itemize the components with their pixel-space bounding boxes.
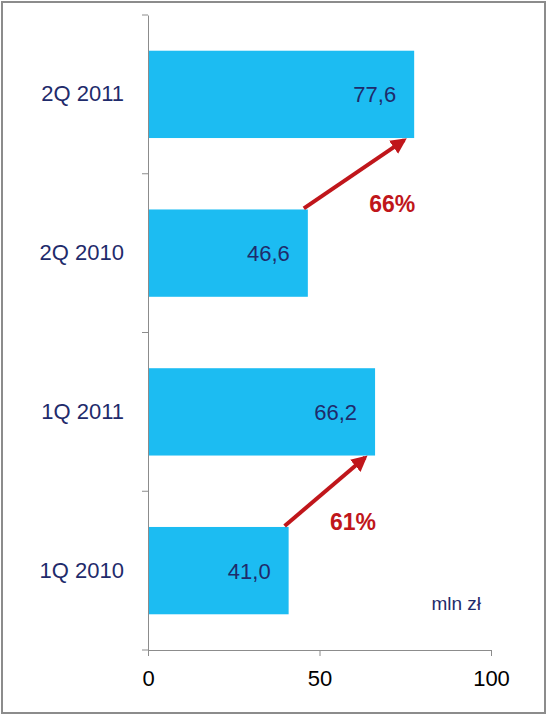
frame: [2, 2, 545, 713]
x-axis: 0 50 100: [142, 650, 509, 691]
y-axis: 2Q 2011 2Q 2010 1Q 2011 1Q 2010: [40, 15, 149, 651]
band-tick: [142, 491, 148, 492]
x-tick-mark: [320, 650, 321, 656]
y-tick: 1Q 2010: [40, 558, 148, 583]
x-tick: 100: [473, 650, 510, 691]
data-label: 66,2: [314, 400, 357, 425]
x-tick-label: 100: [473, 666, 510, 691]
category-label: 1Q 2010: [40, 558, 124, 583]
x-tick: 0: [142, 650, 154, 691]
data-labels: 77,6 46,6 66,2 41,0: [228, 82, 396, 583]
band-tick: [142, 332, 148, 333]
x-tick-label: 50: [308, 666, 332, 691]
x-tick: 50: [308, 650, 332, 691]
x-tick-label: 0: [142, 666, 154, 691]
annotation-label: 61%: [330, 509, 376, 535]
annotation-label: 66%: [369, 191, 415, 217]
band-tick: [142, 173, 148, 174]
bar: [148, 527, 289, 614]
bars: [148, 51, 414, 615]
data-label: 77,6: [353, 82, 396, 107]
data-label: 46,6: [247, 241, 290, 266]
data-label: 41,0: [228, 559, 271, 584]
y-tick: 2Q 2011: [41, 81, 148, 106]
category-label: 2Q 2010: [40, 240, 124, 265]
band-tick: [142, 650, 148, 651]
chart-container: 0 50 100 2Q 2011 2Q 2010 1Q 2011 1Q 2010 77,6 46…: [0, 0, 548, 723]
bar: [148, 51, 414, 138]
y-tick: 1Q 2011: [41, 399, 148, 424]
bar: [148, 209, 308, 296]
x-axis-line: [149, 651, 492, 657]
annotations: 66% 61%: [285, 140, 416, 535]
x-tick-mark: [491, 650, 492, 656]
x-tick-mark: [148, 650, 149, 656]
bar: [148, 368, 375, 455]
chart-svg: 0 50 100 2Q 2011 2Q 2010 1Q 2011 1Q 2010 77,6 46…: [0, 0, 548, 723]
y-tick: 2Q 2010: [40, 240, 148, 265]
category-label: 2Q 2011: [41, 81, 124, 106]
y-axis-line: [148, 16, 149, 651]
band-tick: [142, 15, 148, 16]
category-label: 1Q 2011: [41, 399, 124, 424]
unit-label: mln zł: [431, 593, 481, 614]
